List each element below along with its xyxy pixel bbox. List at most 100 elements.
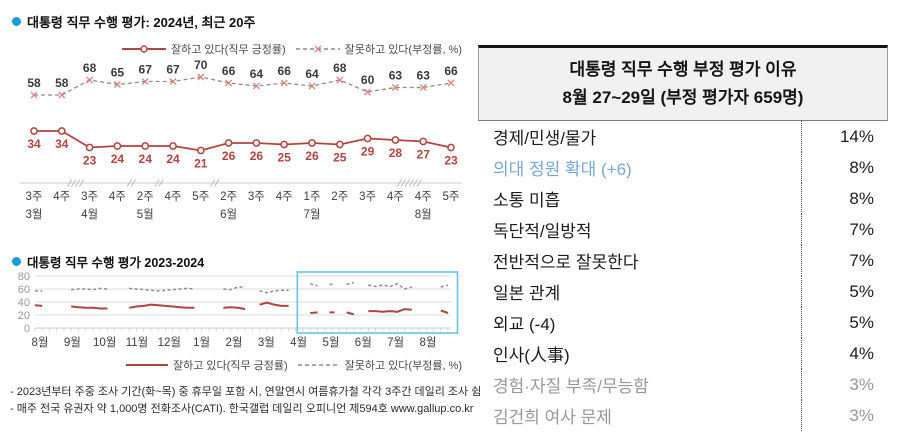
table-subtitle: 8월 27~29일 (부정 평가자 659명) (562, 88, 804, 108)
reason-percent: 7% (801, 214, 888, 246)
reason-label: 외교 (-4) (493, 315, 556, 335)
positive-series (34, 301, 449, 316)
top-chart-legend: 잘하고 있다(직무 긍정률) 잘못하고 있다(부정률, %) (10, 41, 462, 57)
svg-text:66: 66 (444, 64, 458, 78)
svg-text:26: 26 (305, 149, 319, 163)
svg-text:5주: 5주 (192, 191, 209, 203)
svg-text:28: 28 (389, 146, 403, 160)
top-chart-title: 대통령 직무 수행 평가: 2024년, 최근 20주 (12, 12, 255, 31)
legend-negative: 잘못하고 있다(부정률, %) (297, 357, 462, 373)
reason-label: 인사(人事) (493, 346, 570, 366)
svg-text:4주: 4주 (53, 191, 70, 203)
svg-text:40: 40 (18, 297, 30, 309)
svg-text:8월: 8월 (415, 208, 432, 221)
svg-text:2월: 2월 (225, 336, 242, 349)
svg-text:60: 60 (18, 284, 30, 296)
svg-text:7월: 7월 (387, 336, 404, 349)
recent-period-highlight-box (296, 271, 459, 334)
svg-text:8월: 8월 (32, 336, 49, 349)
svg-text:0: 0 (24, 323, 30, 335)
table-body: 경제/민생/물가 14% 의대 정원 확대 (+6) 8% 소통 미흡 8% 독단적/일방적… (478, 121, 888, 432)
svg-text:5주: 5주 (443, 191, 460, 203)
note-line-2: - 매주 전국 유권자 약 1,000명 전화조사(CATI). 한국갤럽 데일… (10, 403, 474, 416)
reason-percent: 3% (801, 369, 888, 401)
table-row: 인사(人事) 4% (478, 338, 888, 370)
svg-text:25: 25 (333, 151, 347, 165)
table-row: 독단적/일방적 7% (478, 214, 888, 246)
table-row: 일본 관계 5% (478, 276, 888, 308)
reason-label: 소통 미흡 (493, 191, 561, 211)
svg-text:63: 63 (389, 69, 403, 83)
reason-percent: 7% (801, 245, 888, 277)
mini-chart-title: 대통령 직무 수행 평가 2023-2024 (12, 252, 204, 271)
table-header: 대통령 직무 수행 부정 평가 이유 8월 27~29일 (부정 평가자 659… (478, 45, 888, 122)
reason-percent: 8% (801, 152, 888, 184)
svg-text:3주: 3주 (26, 191, 43, 203)
svg-text:4주: 4주 (165, 191, 182, 203)
table-row: 외교 (-4) 5% (478, 307, 888, 339)
legend-negative: 잘못하고 있다(부정률, %) (295, 41, 462, 57)
reason-percent: 5% (801, 276, 888, 308)
bullet-icon (12, 257, 21, 266)
svg-text:66: 66 (222, 64, 236, 78)
svg-text:68: 68 (83, 61, 97, 75)
svg-text:2주: 2주 (137, 191, 154, 203)
svg-text:66: 66 (278, 64, 292, 78)
reason-label: 의대 정원 확대 (+6) (493, 160, 632, 180)
table-row: 경험·자질 부족/무능함 3% (478, 369, 888, 401)
svg-text:24: 24 (166, 152, 180, 166)
svg-text:25: 25 (278, 151, 292, 165)
svg-text:68: 68 (333, 61, 347, 75)
svg-text:6월: 6월 (355, 336, 372, 349)
svg-text:26: 26 (222, 149, 236, 163)
note-line-1: - 2023년부터 주중 조사 기간(화~목) 중 휴무일 포함 시, 연말연시… (10, 386, 482, 398)
survey-notes: - 2023년부터 주중 조사 기간(화~목) 중 휴무일 포함 시, 연말연시… (10, 384, 482, 418)
svg-text:26: 26 (250, 149, 264, 163)
bullet-icon (12, 17, 21, 26)
svg-text:3주: 3주 (248, 191, 265, 203)
svg-text:4주: 4주 (109, 191, 126, 203)
svg-text:29: 29 (361, 145, 375, 159)
svg-text:4주: 4주 (387, 191, 404, 203)
svg-text:34: 34 (27, 137, 41, 151)
svg-text:1월: 1월 (193, 336, 210, 349)
svg-text:3월: 3월 (26, 208, 43, 221)
svg-text:58: 58 (55, 76, 69, 90)
svg-text:34: 34 (55, 137, 69, 151)
approval-line-chart-recent-20-weeks: 3주 4주 3주 4주 2주 4주 5주 2주 3주 4주 1주 2주 3주 4주 4주 5주 3월 4월 5월 6월… (20, 58, 462, 221)
svg-text:70: 70 (194, 58, 208, 72)
svg-text:4주: 4주 (415, 191, 432, 203)
svg-text:60: 60 (361, 73, 375, 87)
reason-label: 김건희 여사 문제 (493, 408, 612, 428)
svg-text:67: 67 (139, 63, 153, 77)
svg-text:4월: 4월 (290, 336, 307, 349)
svg-text:9월: 9월 (64, 336, 81, 349)
charts-panel: 대통령 직무 수행 평가: 2024년, 최근 20주 잘하고 있다(직무 긍정… (10, 12, 482, 418)
table-row: 김건희 여사 문제 3% (478, 400, 888, 432)
svg-text:11월: 11월 (126, 336, 149, 349)
svg-text:2주: 2주 (331, 191, 348, 203)
reason-percent: 8% (801, 183, 888, 215)
svg-text:58: 58 (27, 76, 41, 90)
legend-positive: 잘하고 있다(직무 긍정률) (125, 357, 288, 373)
svg-text:64: 64 (250, 67, 264, 81)
svg-text:23: 23 (83, 154, 97, 168)
table-row: 소통 미흡 8% (478, 183, 888, 215)
svg-text:7월: 7월 (304, 208, 321, 221)
table-row: 경제/민생/물가 14% (478, 121, 888, 153)
svg-text:63: 63 (417, 69, 431, 83)
dashed-line-icon (297, 364, 340, 366)
positive-series: 34 34 23 24 24 24 21 26 26 25 26 25 29 28 27 23 (27, 127, 458, 171)
svg-text:23: 23 (444, 154, 458, 168)
svg-text:12월: 12월 (158, 336, 181, 349)
reason-label: 전반적으로 잘못한다 (493, 253, 639, 273)
reason-label: 일본 관계 (493, 284, 561, 304)
svg-text:20: 20 (18, 310, 30, 322)
negative-series: 58 58 68 65 67 67 70 66 64 66 64 68 60 63 63 66 (27, 58, 458, 99)
solid-line-circle-marker-icon (122, 45, 166, 53)
dashed-line-x-marker-icon (295, 45, 340, 53)
reason-percent: 3% (801, 400, 888, 432)
svg-text:4월: 4월 (81, 208, 98, 221)
